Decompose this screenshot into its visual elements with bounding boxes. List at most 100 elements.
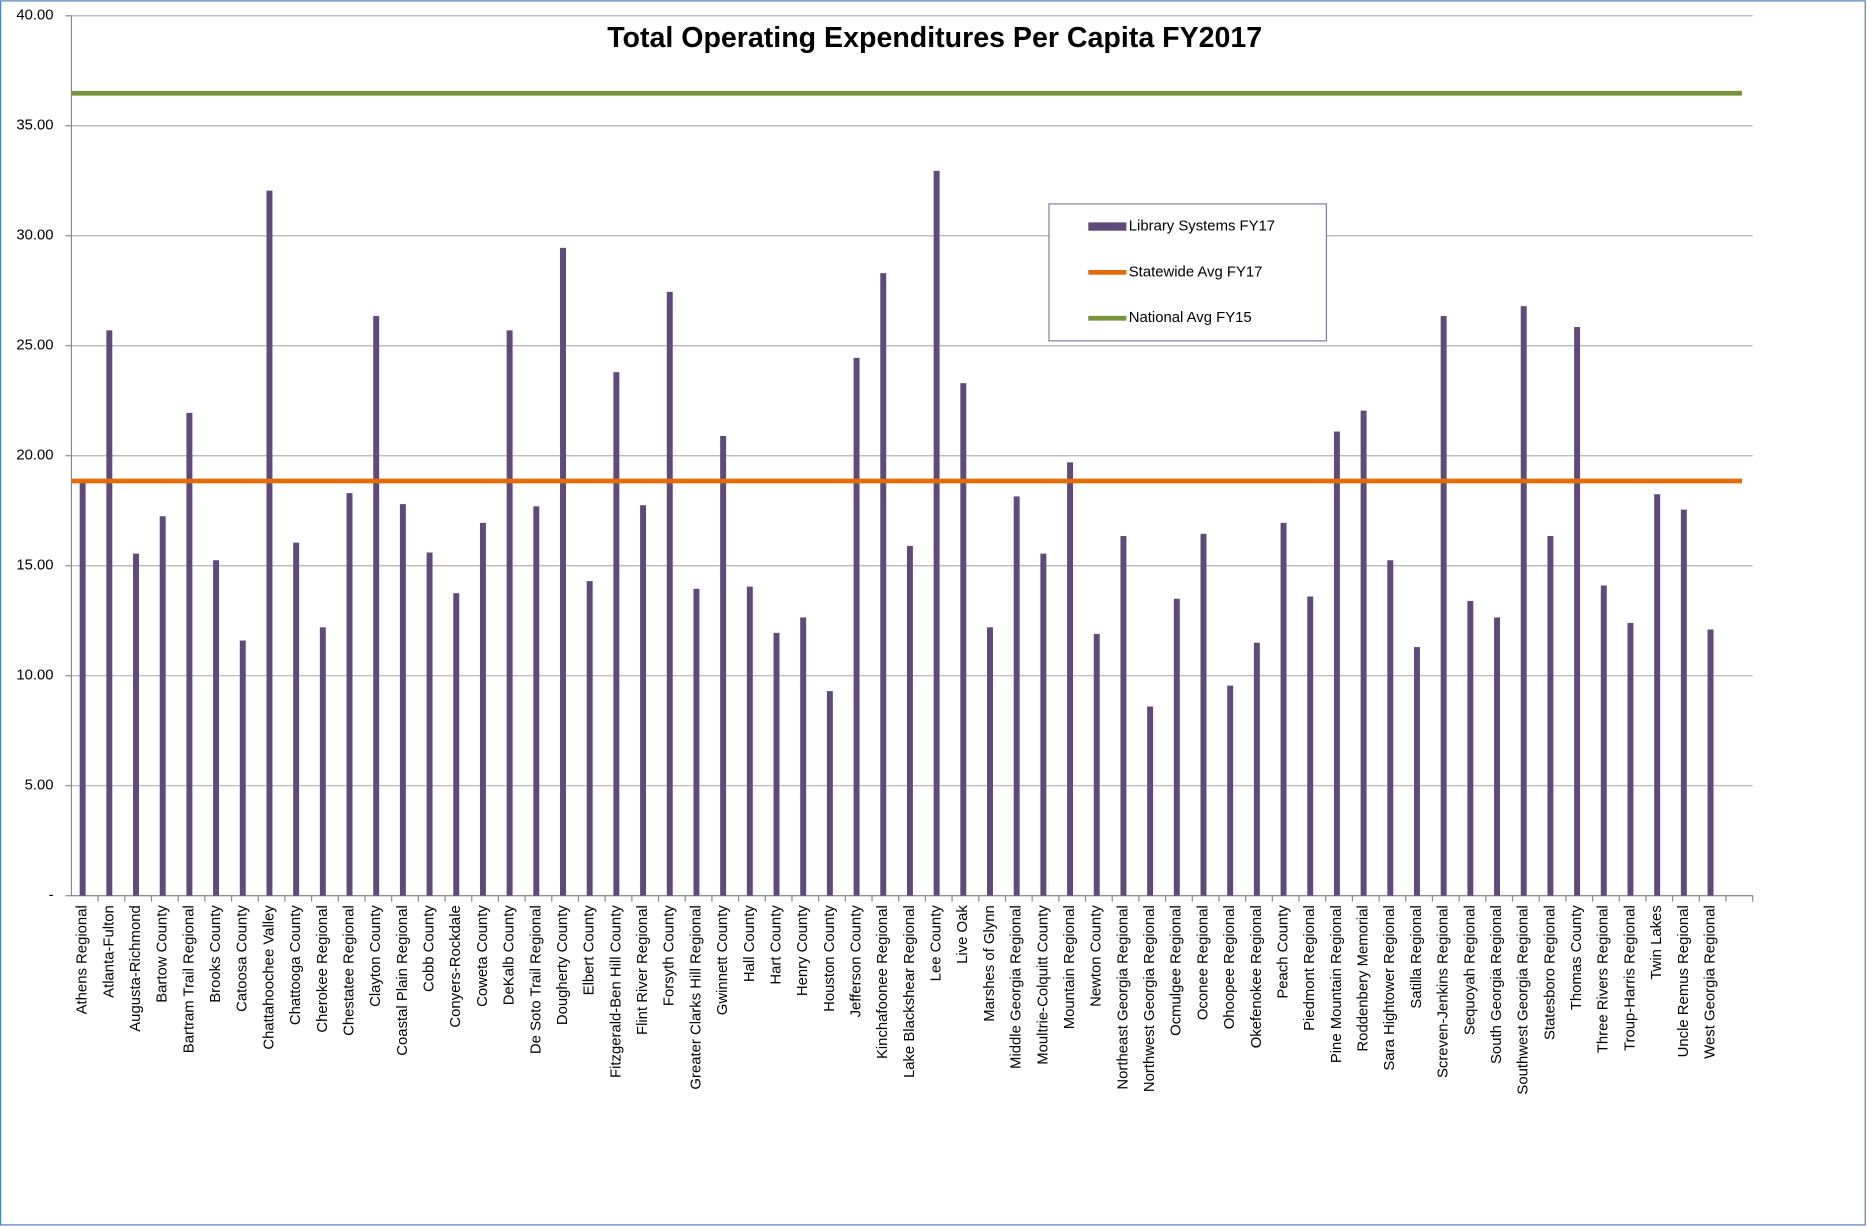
- x-tick-label: Piedmont Regional: [1302, 905, 1318, 1031]
- x-tick-label: Coweta County: [475, 905, 491, 1007]
- x-tick-label: Forsyth County: [662, 905, 678, 1006]
- x-tick-label: Bartram Trail Regional: [181, 905, 197, 1053]
- x-tick-label: Houston County: [822, 905, 838, 1012]
- x-tick-label: Conyers-Rockdale: [448, 905, 464, 1027]
- x-tick-label: Cobb County: [422, 905, 438, 992]
- bar: [506, 330, 513, 896]
- x-tick-label: De Soto Trail Regional: [528, 905, 544, 1054]
- bar: [720, 435, 727, 896]
- bar: [906, 545, 913, 896]
- x-tick-label: Flint River Regional: [635, 905, 651, 1035]
- x-tick-label: Henry County: [795, 905, 811, 997]
- y-tick-label: 5.00: [25, 778, 54, 794]
- bar: [346, 493, 353, 896]
- bar: [1547, 536, 1554, 896]
- bar: [79, 481, 86, 896]
- x-tick-label: Northeast Georgia Regional: [1115, 905, 1131, 1089]
- y-tick-label: 25.00: [16, 338, 53, 354]
- bar: [800, 617, 807, 896]
- bar: [1147, 706, 1154, 896]
- bar: [933, 170, 940, 896]
- bar: [826, 691, 833, 896]
- bar: [1414, 647, 1420, 896]
- bar: [1040, 553, 1047, 896]
- x-tick-label: Fitzgerald-Ben Hill County: [608, 905, 624, 1078]
- x-tick-label: Chattooga County: [288, 905, 304, 1025]
- bar: [1520, 306, 1527, 896]
- x-tick-label: Kinchafoonee Regional: [875, 905, 891, 1059]
- x-tick-label: West Georgia Regional: [1702, 905, 1718, 1059]
- bar: [239, 640, 246, 896]
- x-tick-label: Three Rivers Regional: [1596, 905, 1612, 1053]
- bar: [693, 588, 700, 896]
- bar: [1013, 496, 1020, 896]
- x-tick-label: Brooks County: [208, 905, 224, 1003]
- x-tick-label: Hall County: [742, 905, 758, 982]
- x-tick-label: Marshes of Glynn: [982, 905, 998, 1022]
- bar: [1200, 533, 1207, 896]
- x-tick-label: Coastal Plain Regional: [395, 905, 411, 1056]
- legend-label: National Avg FY15: [1129, 310, 1252, 326]
- chart-title: Total Operating Expenditures Per Capita …: [607, 22, 1262, 54]
- x-tick-label: Pine Mountain Regional: [1329, 905, 1345, 1063]
- x-tick-label: Jefferson County: [848, 905, 864, 1018]
- bar: [987, 627, 993, 896]
- x-tick-label: Chattahoochee Valley: [261, 905, 277, 1050]
- bar: [319, 627, 326, 896]
- x-tick-label: Sequoyah Regional: [1462, 905, 1478, 1035]
- x-tick-label: Uncle Remus Regional: [1676, 905, 1692, 1057]
- x-tick-label: Okefenokee Regional: [1249, 905, 1265, 1048]
- bar: [1680, 509, 1687, 896]
- bar: [1574, 327, 1581, 896]
- x-tick-label: Chestatee Regional: [341, 905, 357, 1036]
- x-tick-label: Atlanta-Fulton: [101, 905, 117, 998]
- x-tick-label: Twin Lakes: [1649, 905, 1665, 979]
- x-tick-label: Athens Regional: [75, 905, 91, 1014]
- bar: [1227, 685, 1234, 896]
- x-tick-label: Middle Georgia Regional: [1009, 905, 1025, 1069]
- x-tick-label: Roddenbery Memorial: [1356, 905, 1372, 1051]
- x-tick-label: Hart County: [768, 905, 784, 985]
- x-tick-label: Newton County: [1089, 905, 1105, 1007]
- bar: [426, 552, 433, 896]
- bar: [1440, 316, 1447, 896]
- bar: [560, 247, 566, 896]
- x-tick-label: Ocmulgee Regional: [1169, 905, 1185, 1036]
- x-tick-label: Elbert County: [582, 905, 598, 996]
- y-tick-label: 15.00: [16, 558, 53, 574]
- bar: [1467, 600, 1474, 896]
- x-tick-label: Thomas County: [1569, 905, 1585, 1011]
- legend-swatch: [1088, 222, 1127, 231]
- bar: [293, 542, 300, 896]
- bar: [1360, 410, 1367, 896]
- bar: [773, 632, 780, 896]
- y-tick-label: 40.00: [16, 8, 53, 24]
- x-tick-label: Mountain Regional: [1062, 905, 1078, 1029]
- bar: [399, 504, 406, 896]
- x-tick-label: Lake Blackshear Regional: [902, 905, 918, 1078]
- bar: [586, 581, 593, 896]
- x-tick-label: Southwest Georgia Regional: [1516, 905, 1532, 1094]
- bar: [1307, 596, 1314, 896]
- bar: [213, 560, 220, 896]
- bar: [133, 553, 139, 896]
- bar: [159, 516, 166, 896]
- x-tick-label: Troup-Harris Regional: [1622, 905, 1638, 1051]
- bar: [106, 330, 113, 896]
- bar: [453, 593, 460, 896]
- bar: [1494, 617, 1501, 896]
- bar: [1627, 622, 1634, 896]
- bar: [1333, 431, 1340, 896]
- x-tick-label: Bartow County: [155, 905, 171, 1003]
- y-tick-label: 30.00: [16, 228, 53, 244]
- bar: [666, 291, 673, 896]
- x-tick-label: Oconee Regional: [1195, 905, 1211, 1020]
- x-tick-label: Northwest Georgia Regional: [1142, 905, 1158, 1092]
- x-tick-label: Lee County: [929, 905, 945, 982]
- x-tick-label: Augusta-Richmond: [128, 905, 144, 1032]
- x-tick-label: Sara Hightower Regional: [1382, 905, 1398, 1070]
- bar: [613, 372, 620, 896]
- bar: [853, 357, 860, 896]
- x-tick-label: Statesboro Regional: [1542, 905, 1558, 1040]
